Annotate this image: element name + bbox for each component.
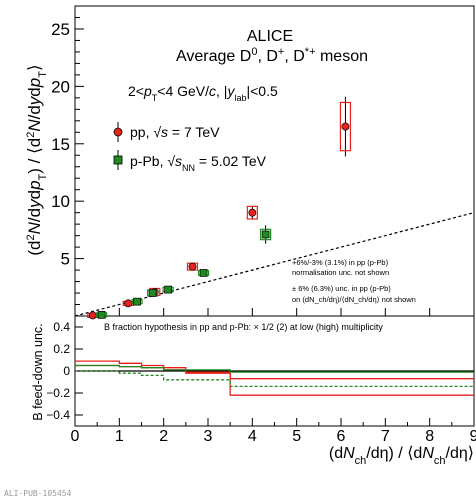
main-ytick-label: 5 bbox=[61, 250, 70, 269]
xtick-label: 3 bbox=[204, 428, 213, 445]
xtick-label: 2 bbox=[159, 428, 168, 445]
xtick-label: 0 bbox=[71, 428, 80, 445]
legend-pp: pp, √s = 7 TeV bbox=[113, 122, 220, 142]
annotation-block: +6%/-3% (3.1%) in pp (p-Pb) normalisatio… bbox=[292, 258, 416, 304]
kinematics-label: 2<pT<4 GeV/c, |ylab|<0.5 bbox=[128, 83, 278, 103]
ppb-point bbox=[261, 230, 270, 239]
bfeeddown-ytick-label: 0.2 bbox=[53, 342, 70, 356]
pp-point bbox=[88, 311, 97, 320]
ppb-point bbox=[199, 269, 208, 277]
ppb-point bbox=[97, 311, 106, 319]
annotation-line-4: on (dN_ch/dη)/⟨dN_ch/dη⟩ not shown bbox=[292, 295, 416, 304]
publication-id: ALI-PUB-105454 bbox=[4, 489, 72, 498]
bfeeddown-ytick-label: −0.4 bbox=[46, 408, 70, 422]
bfeeddown-plot: −0.4 −0.2 0 0.2 0.4 0 1 2 3 4 5 6 7 8 9 bbox=[46, 320, 476, 445]
xlabel: (dNch/dη) / ⟨dNch/dη⟩ bbox=[329, 445, 474, 467]
ppb-point bbox=[148, 289, 157, 297]
xtick-label: 1 bbox=[115, 428, 124, 445]
bfeeddown-ylabel: B feed-down unc. bbox=[31, 323, 45, 420]
main-ytick-label: 20 bbox=[51, 77, 70, 96]
legend-pp-label: pp, √s = 7 TeV bbox=[130, 124, 220, 140]
annotation-line-2: normalisation unc. not shown bbox=[292, 268, 389, 277]
bfeeddown-ytick-label: 0.4 bbox=[53, 320, 70, 334]
bfeeddown-step-line bbox=[75, 370, 474, 388]
main-ylabel: (d2N/dydpT) / ⟨d2N/dydpT⟩ bbox=[25, 64, 49, 255]
bfeeddown-step-line bbox=[75, 364, 474, 373]
xtick-label: 9 bbox=[470, 428, 476, 445]
main-ytick-label: 10 bbox=[51, 192, 70, 211]
main-plot: 5 10 15 20 25 bbox=[51, 16, 475, 320]
xtick-label: 8 bbox=[425, 428, 434, 445]
syst-box bbox=[260, 228, 272, 241]
pp-point bbox=[248, 208, 257, 217]
legend-ppb: p-Pb, √sNN = 5.02 TeV bbox=[113, 150, 267, 173]
main-ytick-label: 15 bbox=[51, 135, 70, 154]
ppb-point bbox=[133, 297, 141, 306]
xtick-label: 5 bbox=[292, 428, 301, 445]
particles-label: Average D0, D+, D*+ meson bbox=[176, 46, 368, 65]
xtick-label: 4 bbox=[248, 428, 257, 445]
reference-line bbox=[74, 212, 475, 317]
pp-point bbox=[188, 262, 197, 271]
bfeeddown-annotation: B fraction hypothesis in pp and p-Pb: × … bbox=[104, 322, 383, 332]
bfeeddown-ytick-label: 0 bbox=[63, 364, 70, 378]
annotation-line-3: ± 6% (6.3%) unc. in pp (p-Pb) bbox=[292, 284, 391, 293]
pp-point bbox=[341, 122, 350, 131]
main-ytick-label: 25 bbox=[51, 20, 70, 39]
annotation-line-1: +6%/-3% (3.1%) in pp (p-Pb) bbox=[292, 258, 389, 267]
syst-box bbox=[339, 101, 352, 152]
legend-ppb-label: p-Pb, √sNN = 5.02 TeV bbox=[130, 153, 267, 173]
bfeeddown-ytick-label: −0.2 bbox=[46, 386, 70, 400]
syst-box bbox=[246, 205, 258, 220]
pp-point bbox=[124, 299, 133, 308]
xtick-label: 6 bbox=[337, 428, 346, 445]
ppb-point bbox=[164, 285, 172, 294]
xtick-label: 7 bbox=[381, 428, 390, 445]
experiment-label: ALICE bbox=[247, 28, 293, 45]
